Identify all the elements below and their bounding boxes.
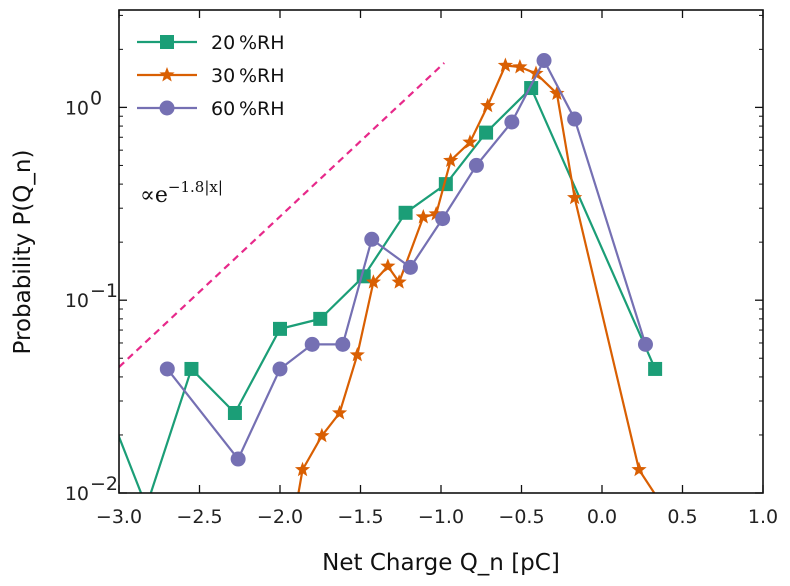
series-3-point: [272, 361, 288, 377]
series-3-point: [504, 114, 520, 130]
x-tick-label: −3.0: [96, 506, 142, 528]
series-2-point: [294, 461, 311, 477]
x-tick-label: 0.5: [667, 506, 697, 528]
series-2-point: [567, 189, 583, 205]
series-1-point: [479, 125, 494, 140]
series-2-point: [349, 346, 365, 362]
series-2-line: [297, 64, 656, 493]
x-tick-label: −1.5: [337, 506, 383, 528]
series-3-point: [159, 361, 175, 377]
legend-item: 30 %RH: [137, 65, 285, 87]
y-tick-label-exponent: 0: [90, 87, 102, 109]
series-2-point: [391, 274, 407, 289]
series-3-point: [304, 336, 320, 352]
series-3-point: [230, 451, 246, 467]
series-1-point: [184, 361, 199, 376]
series-3-point: [536, 53, 552, 69]
x-tick-label: −0.5: [498, 506, 544, 528]
legend-marker: [159, 100, 175, 116]
series-1-point: [398, 205, 413, 220]
series-2-point: [443, 152, 459, 168]
series-3-point: [364, 231, 380, 247]
y-tick-label: 10: [65, 483, 89, 505]
x-tick-label: −2.5: [176, 506, 222, 528]
series-3-point: [402, 259, 418, 275]
legend-label: 60 %RH: [211, 98, 285, 120]
y-tick-label: 10: [65, 97, 89, 119]
x-tick-label: −1.0: [418, 506, 464, 528]
series-1-point: [227, 405, 242, 420]
series-1-point: [313, 311, 328, 326]
legend-label: 30 %RH: [211, 65, 285, 87]
series-2-point: [365, 274, 381, 289]
series-2-point: [549, 85, 565, 101]
legend-item: 20 %RH: [137, 32, 285, 54]
reference-line-label-base: ∝e: [140, 183, 168, 208]
series-2-point: [331, 404, 348, 420]
series-2-point: [480, 97, 496, 113]
series-3-point: [435, 211, 451, 227]
series-2-point: [428, 205, 444, 221]
series-2-point: [497, 57, 514, 72]
y-tick-label: 10: [65, 290, 89, 312]
series-2-point: [314, 427, 330, 443]
y-tick-label-exponent: −1: [90, 280, 118, 302]
legend: 20 %RH 30 %RH 60 %RH: [137, 32, 285, 120]
series-2-point: [462, 134, 478, 149]
reference-line: [119, 62, 445, 368]
x-axis-label: Net Charge Q_n [pC]: [322, 550, 560, 576]
reference-line-label-exponent: −1.8|x|: [168, 178, 223, 196]
y-tick-label-exponent: −2: [90, 473, 118, 495]
y-axis-label: Probability P(Q_n): [10, 150, 36, 355]
series-1-line: [119, 86, 657, 493]
legend-marker: [159, 67, 175, 82]
legend-item: 60 %RH: [137, 98, 285, 120]
series-3-point: [335, 336, 351, 352]
x-tick-label: −2.0: [257, 506, 303, 528]
legend-marker: [160, 35, 174, 49]
series-3-point: [468, 157, 484, 173]
series-2-point: [380, 258, 396, 273]
series-1-point: [648, 361, 663, 376]
legend-label: 20 %RH: [211, 32, 285, 54]
series-2-point: [528, 65, 544, 80]
series-3-point: [567, 111, 583, 127]
series-1: [119, 81, 663, 493]
series-layer: [119, 53, 663, 493]
reference-line-label: ∝e−1.8|x|: [140, 178, 223, 208]
series-2-point: [415, 209, 431, 224]
x-tick-label: 1.0: [748, 506, 778, 528]
series-3-point: [637, 336, 653, 352]
ticks-layer: −3.0 −2.5 −2.0 −1.5 −1.0 −0.5 0.0 0.5 1.010 −210−…: [65, 10, 778, 528]
x-tick-label: 0.0: [587, 506, 617, 528]
series-1-point: [273, 321, 287, 336]
series-3: [159, 53, 653, 467]
series-2: [294, 57, 656, 493]
series-2-point: [631, 461, 647, 477]
series-2-point: [512, 59, 528, 74]
